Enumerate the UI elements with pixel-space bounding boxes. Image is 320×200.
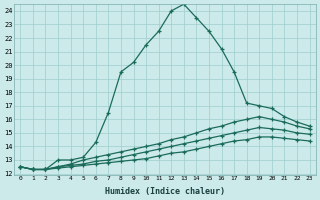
X-axis label: Humidex (Indice chaleur): Humidex (Indice chaleur) [105, 187, 225, 196]
